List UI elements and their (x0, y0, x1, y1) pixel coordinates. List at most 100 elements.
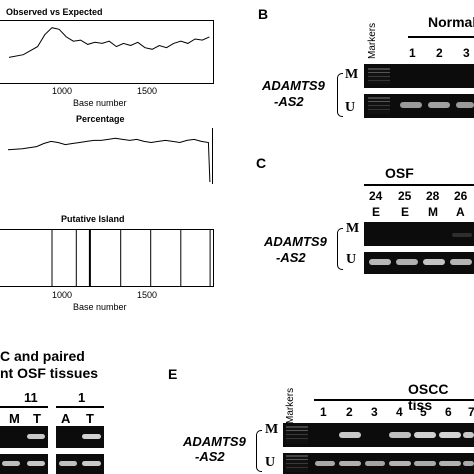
plot1-xtick-1000: 1000 (52, 86, 73, 96)
panel-c-u-band-1 (369, 259, 391, 265)
panel-c-group-label: OSF (385, 165, 414, 181)
panel-c-lane-28: 28 (426, 189, 440, 203)
panel-d-pair-1-line (56, 406, 104, 408)
panel-d-pair-11: 11 (24, 390, 38, 405)
panel-d-u-band-m (2, 461, 20, 466)
panel-d-lane-m: M (9, 411, 20, 426)
panel-e-lane-5: 5 (420, 405, 427, 419)
panel-e-u-band-6 (439, 461, 461, 466)
plot3-svg (51, 230, 211, 286)
panel-c-gel-m (364, 222, 474, 246)
panel-e-marker-ladder-u (286, 455, 308, 472)
panel-e-group-line (314, 399, 474, 401)
panel-c-u-label: U (346, 252, 357, 267)
panel-e-u-band-7 (463, 461, 474, 466)
panel-c-grade-4: A (456, 205, 465, 219)
plot1-frame (0, 20, 214, 84)
panel-b-lane-2: 2 (436, 46, 443, 60)
panel-d-lane-t2: T (86, 411, 94, 426)
panel-c-group-line (364, 184, 474, 186)
plot2-frame (0, 128, 213, 184)
panel-b-lane-1: 1 (409, 46, 416, 60)
plot1-xtick-1500: 1500 (137, 86, 158, 96)
panel-b-brace (337, 73, 343, 117)
panel-b-gel-u (364, 94, 474, 118)
panel-b-marker-ladder-m (368, 68, 390, 84)
panel-d-gel-m-left (0, 426, 48, 448)
panel-e-gene-line2: -AS2 (195, 449, 225, 464)
panel-e-gene-line1: ADAMTS9 (183, 434, 246, 449)
panel-d-gel-m-right (56, 426, 104, 448)
panel-e-u-band-3 (365, 461, 385, 466)
panel-b-gene-line1: ADAMTS9 (262, 78, 325, 93)
panel-b-u-label: U (345, 100, 356, 115)
panel-e-m-label: M (265, 422, 279, 437)
panel-b-u-band-1 (400, 102, 422, 108)
panel-c-m-band-26 (452, 233, 472, 237)
panel-e-lane-6: 6 (445, 405, 452, 419)
panel-d-title-line1: C and paired (0, 348, 85, 364)
panel-e-m-band-7 (463, 432, 474, 438)
plot3-xtick-1000: 1000 (52, 290, 73, 300)
panel-d-u-band-a (59, 461, 77, 466)
panel-c-m-label: M (346, 221, 360, 236)
panel-e-u-band-5 (414, 461, 436, 466)
panel-e-m-band-2 (339, 432, 361, 438)
panel-e-u-band-2 (339, 461, 361, 466)
panel-e-lane-4: 4 (396, 405, 403, 419)
panel-b-lane-3: 3 (463, 46, 470, 60)
panel-b-u-band-3 (456, 102, 474, 108)
panel-c-grade-2: E (401, 205, 410, 219)
panel-e-lane-2: 2 (346, 405, 353, 419)
panel-b-m-label: M (345, 67, 359, 82)
panel-d-title-line2: nt OSF tissues (0, 365, 99, 381)
panel-e-u-band-4 (389, 461, 411, 466)
panel-d-u-band-t1 (27, 461, 45, 466)
panel-c-lane-26: 26 (454, 189, 468, 203)
panel-b-marker-ladder-u (368, 97, 390, 114)
panel-e-gel-m (283, 423, 474, 447)
plot3-frame (0, 229, 214, 287)
panel-b-gene-line2: -AS2 (274, 94, 304, 109)
panel-d-gel-u-left (0, 454, 48, 474)
panel-b-gel-m (364, 64, 474, 88)
panel-c-grade-1: E (372, 205, 381, 219)
panel-e-m-band-4 (389, 432, 411, 438)
plot1-xlabel: Base number (73, 98, 127, 108)
panel-e-lane-3: 3 (371, 405, 378, 419)
panel-d-pair-1: 1 (78, 390, 86, 405)
panel-c-gel-u (364, 252, 474, 274)
panel-b-markers-label: Markers (367, 22, 378, 59)
panel-d-m-band-t2 (82, 434, 101, 439)
panel-d-lane-t1: T (33, 411, 41, 426)
panel-e-lane-1: 1 (320, 405, 327, 419)
panel-b-group-label: Normal (428, 14, 474, 30)
panel-c-gene-line2: -AS2 (276, 250, 306, 265)
plot3-xlabel: Base number (73, 302, 127, 312)
panel-e-lane-7: 7 (468, 405, 474, 419)
panel-e-markers-label: Markers (285, 387, 296, 424)
panel-e-u-band-1 (315, 461, 335, 466)
panel-c-gene-line1: ADAMTS9 (264, 234, 327, 249)
panel-e-m-band-5 (414, 432, 436, 438)
panel-b-u-band-2 (428, 102, 450, 108)
panel-c-lane-25: 25 (398, 189, 412, 203)
observed-expected-line (8, 27, 210, 58)
panel-c-label: C (256, 155, 267, 171)
plot1-svg (8, 27, 210, 58)
panel-c-u-band-4 (450, 259, 472, 265)
panel-b-group-line (408, 36, 474, 38)
panel-e-group-label: OSCC tiss (408, 381, 449, 413)
panel-e-brace (256, 430, 262, 472)
panel-c-brace (337, 228, 343, 270)
panel-c-u-band-3 (423, 259, 445, 265)
panel-d-m-band-t1 (27, 434, 45, 439)
panel-d-u-band-t2 (82, 461, 101, 466)
panel-d-lane-a: A (61, 411, 71, 426)
panel-b-label: B (258, 6, 269, 22)
panel-d-pair-11-line (0, 406, 48, 408)
panel-e-label: E (168, 366, 178, 382)
plot2-title: Percentage (76, 114, 125, 124)
percentage-line (7, 137, 211, 183)
panel-c-grade-3: M (428, 205, 438, 219)
